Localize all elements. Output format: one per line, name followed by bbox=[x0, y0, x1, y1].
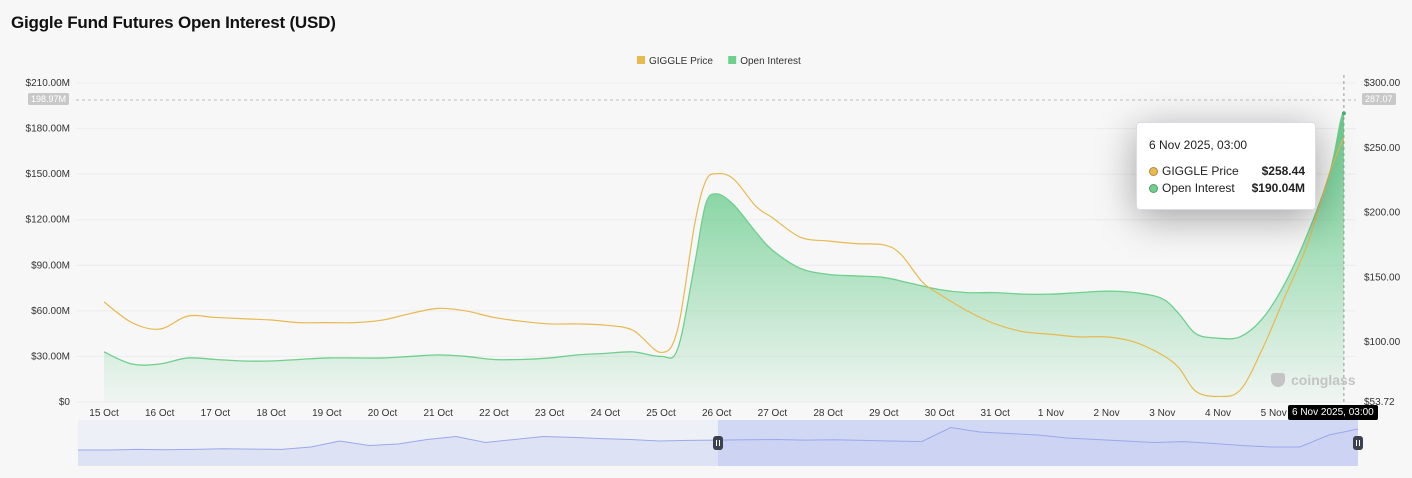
tooltip-date: 6 Nov 2025, 03:00 bbox=[1149, 138, 1248, 152]
chart-title: Giggle Fund Futures Open Interest (USD) bbox=[11, 13, 336, 32]
crosshair-right-label: 287.07 bbox=[1362, 93, 1396, 105]
coinglass-logo-icon bbox=[1271, 373, 1285, 387]
right-tick-label: $100.00 bbox=[1364, 337, 1401, 348]
right-tick-label: $250.00 bbox=[1364, 143, 1401, 154]
open-interest-line bbox=[103, 112, 1345, 366]
x-tick-label: 2 Nov bbox=[1094, 408, 1120, 419]
navigator[interactable] bbox=[78, 420, 1363, 466]
x-tick-label: 23 Oct bbox=[535, 408, 565, 419]
tooltip-price-value: $258.44 bbox=[1261, 164, 1305, 178]
tooltip: 6 Nov 2025, 03:00 GIGGLE Price $258.44 O… bbox=[1136, 122, 1316, 210]
coinglass-watermark: coinglass bbox=[1271, 372, 1356, 388]
navigator-handle-right[interactable] bbox=[1353, 436, 1363, 450]
crosshair-point bbox=[1341, 111, 1346, 116]
x-tick-label: 16 Oct bbox=[145, 408, 175, 419]
crosshair-left-label: 198.97M bbox=[28, 93, 70, 105]
x-tick-label: 20 Oct bbox=[368, 408, 398, 419]
left-tick-label: $0 bbox=[59, 397, 71, 408]
x-tick-label: 19 Oct bbox=[312, 408, 342, 419]
legend-label-1: Open Interest bbox=[740, 56, 801, 67]
x-tick-label: 21 Oct bbox=[423, 408, 453, 419]
tooltip-oi-label: Open Interest bbox=[1162, 181, 1235, 195]
tooltip-oi-value: $190.04M bbox=[1251, 181, 1305, 195]
x-tick-label: 22 Oct bbox=[479, 408, 509, 419]
tooltip-price-label: GIGGLE Price bbox=[1162, 164, 1239, 178]
left-tick-label: $120.00M bbox=[26, 215, 70, 226]
x-tick-label: 1 Nov bbox=[1038, 408, 1064, 419]
x-axis: 15 Oct 16 Oct 17 Oct 18 Oct 19 Oct 20 Oct 21 O… bbox=[89, 408, 1286, 419]
x-tick-label: 28 Oct bbox=[813, 408, 843, 419]
x-tick-label: 27 Oct bbox=[758, 408, 788, 419]
left-tick-label: $90.00M bbox=[31, 260, 70, 271]
left-tick-label: $150.00M bbox=[26, 169, 70, 180]
left-axis: $0 $30.00M $60.00M $90.00M $120.00M $150.00M $… bbox=[26, 78, 71, 408]
legend-swatch-0 bbox=[637, 56, 645, 64]
price-dot-icon bbox=[1149, 167, 1158, 177]
x-tick-label: 30 Oct bbox=[925, 408, 955, 419]
left-tick-label: $30.00M bbox=[31, 351, 70, 362]
x-tick-label: 26 Oct bbox=[702, 408, 732, 419]
right-tick-label: $150.00 bbox=[1364, 272, 1401, 283]
oi-dot-icon bbox=[1149, 184, 1158, 194]
right-tick-label: $300.00 bbox=[1364, 78, 1401, 89]
navigator-selection bbox=[718, 420, 1358, 466]
crosshair-x-label: 6 Nov 2025, 03:00 bbox=[1288, 405, 1378, 420]
legend-swatch-1 bbox=[728, 56, 737, 64]
giggle-price-line bbox=[103, 136, 1345, 398]
watermark-text: coinglass bbox=[1291, 372, 1356, 388]
tooltip-row-price: GIGGLE Price $258.44 bbox=[1149, 164, 1305, 178]
x-tick-label: 3 Nov bbox=[1149, 408, 1175, 419]
x-tick-label: 5 Nov bbox=[1261, 408, 1287, 419]
left-tick-label: $210.00M bbox=[26, 78, 70, 89]
legend: GIGGLE Price Open Interest bbox=[637, 56, 801, 67]
right-tick-label: $200.00 bbox=[1364, 208, 1401, 219]
x-tick-label: 24 Oct bbox=[591, 408, 621, 419]
x-tick-label: 25 Oct bbox=[646, 408, 676, 419]
x-tick-label: 4 Nov bbox=[1205, 408, 1231, 419]
right-tick-label: $53.72 bbox=[1364, 397, 1395, 408]
tooltip-row-oi: Open Interest $190.04M bbox=[1149, 181, 1305, 195]
x-tick-label: 18 Oct bbox=[256, 408, 286, 419]
x-tick-label: 31 Oct bbox=[980, 408, 1010, 419]
left-tick-label: $180.00M bbox=[26, 124, 70, 135]
right-axis: $53.72 $100.00 $150.00 $200.00 $250.00 $300.0… bbox=[1364, 78, 1401, 408]
left-tick-label: $60.00M bbox=[31, 306, 70, 317]
x-tick-label: 29 Oct bbox=[869, 408, 899, 419]
open-interest-area bbox=[104, 113, 1344, 402]
crosshair bbox=[76, 75, 1356, 402]
navigator-handle-left[interactable] bbox=[713, 436, 723, 450]
x-tick-label: 15 Oct bbox=[89, 408, 119, 419]
series-layer bbox=[103, 112, 1345, 402]
legend-label-0: GIGGLE Price bbox=[649, 56, 713, 67]
x-tick-label: 17 Oct bbox=[201, 408, 231, 419]
